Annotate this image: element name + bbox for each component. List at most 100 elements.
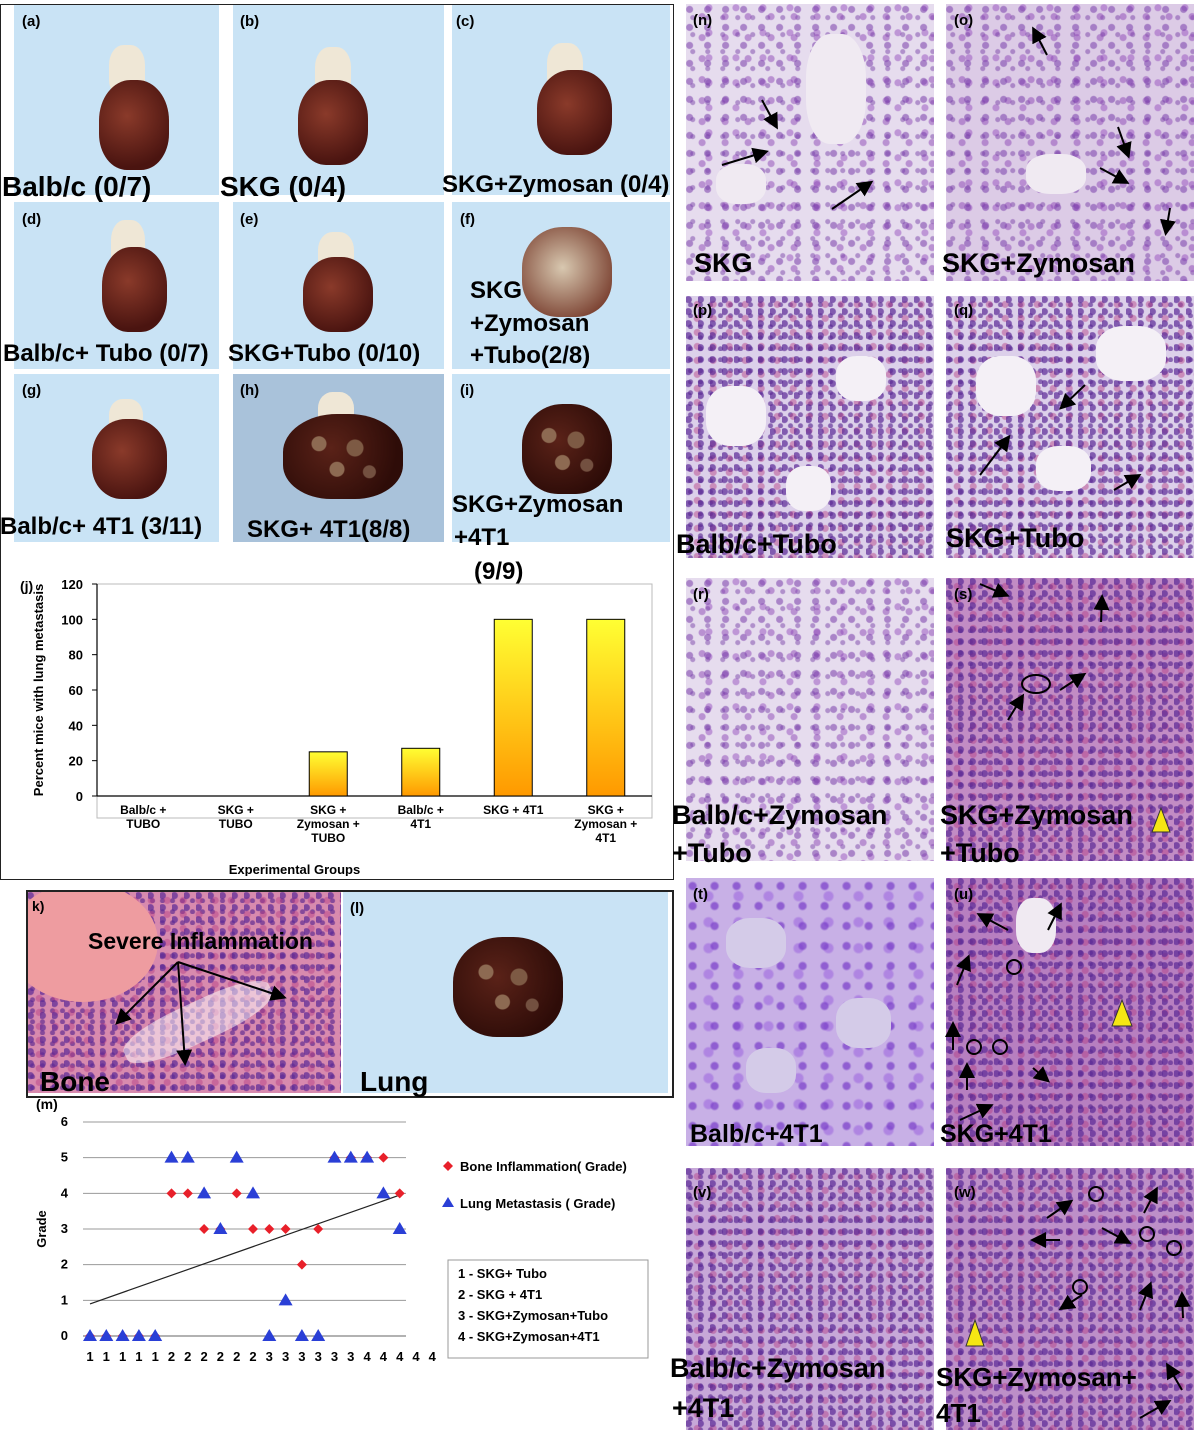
label-v-1: Balb/c+Zymosan [670, 1353, 886, 1383]
grade-y-title: Grade [34, 1210, 49, 1248]
lung-metastasis-point [99, 1329, 114, 1341]
tag-s: (s) [954, 586, 973, 603]
grade-x-tick: 4 [429, 1349, 437, 1364]
label-r-2: +Tubo [672, 838, 752, 868]
category-label: SKG + [588, 803, 624, 817]
tag-w: (w) [954, 1184, 976, 1201]
tag-l: (l) [350, 900, 365, 917]
arrow-u3 [956, 954, 971, 986]
lung-metastasis-point [311, 1329, 326, 1341]
photo-h [233, 374, 444, 542]
arrowhead-u [1111, 998, 1133, 1027]
label-i-2: +4T1 [454, 524, 510, 551]
legend-marker-triangle [442, 1197, 454, 1207]
label-w-2: 4T1 [936, 1398, 981, 1428]
tag-u: (u) [954, 886, 974, 903]
legend-marker-diamond [443, 1161, 453, 1171]
legend-label: Lung Metastasis ( Grade) [460, 1196, 615, 1211]
tag-e: (e) [240, 211, 259, 228]
gross-lung-panel [0, 4, 674, 880]
bar [493, 618, 533, 797]
tag-f: (f) [460, 211, 475, 228]
category-label: 4T1 [410, 817, 431, 831]
label-o: SKG+Zymosan [942, 248, 1135, 278]
circle-w2 [1139, 1226, 1155, 1242]
y-tick-label: 0 [76, 789, 83, 804]
grade-y-tick: 0 [61, 1328, 68, 1343]
bar [586, 618, 626, 797]
lung-photo-l [343, 892, 668, 1093]
tag-m: (m) [36, 1096, 58, 1112]
label-f-3: +Tubo(2/8) [470, 342, 591, 369]
grade-x-tick: 4 [380, 1349, 388, 1364]
y-tick-label: 20 [69, 754, 83, 769]
label-g: Balb/c+ 4T1 (3/11) [0, 513, 203, 540]
label-d: Balb/c+ Tubo (0/7) [3, 340, 209, 367]
label-f-1: SKG [470, 277, 523, 304]
tag-q: (q) [954, 302, 974, 319]
tag-a: (a) [22, 13, 41, 30]
arrow-s1 [979, 582, 1010, 598]
bone-inflammation-point [166, 1188, 177, 1199]
lung-metastasis-point [392, 1222, 407, 1234]
lung-metastasis-point [327, 1150, 342, 1163]
tag-h: (h) [240, 382, 260, 399]
label-i-1: SKG+Zymosan [452, 491, 624, 518]
lung-metastasis-point [131, 1329, 146, 1341]
grade-x-tick: 1 [152, 1349, 159, 1364]
lung-metastasis-point [294, 1329, 309, 1341]
inflammation-arrows [115, 961, 287, 1066]
grade-x-tick: 4 [412, 1349, 420, 1364]
label-c: SKG+Zymosan (0/4) [442, 171, 670, 198]
arrow-n3 [831, 180, 874, 210]
arrow-u2 [1047, 902, 1062, 931]
grade-y-tick: 2 [61, 1257, 68, 1272]
label-t: Balb/c+4T1 [690, 1120, 823, 1148]
category-label: TUBO [219, 817, 253, 831]
grade-y-tick: 6 [61, 1114, 68, 1129]
y-tick-label: 60 [69, 683, 83, 698]
category-label: SKG + 4T1 [483, 803, 544, 817]
lung-metastasis-point [229, 1150, 244, 1163]
tag-j: (j) [20, 578, 34, 594]
grade-x-tick: 2 [233, 1349, 240, 1364]
label-a: Balb/c (0/7) [2, 171, 152, 202]
grade-y-tick: 5 [61, 1150, 68, 1165]
arrow-w8 [1165, 1362, 1183, 1391]
bone-inflammation-point [264, 1224, 275, 1234]
arrow-s3 [1059, 672, 1087, 691]
histology-r [686, 578, 934, 861]
lung-metastasis-point [213, 1222, 228, 1234]
arrow-u1 [976, 913, 1009, 931]
key-box-entry: 1 - SKG+ Tubo [458, 1266, 547, 1281]
photo-f [452, 202, 670, 369]
key-box-entry: 4 - SKG+Zymosan+4T1 [458, 1329, 600, 1344]
arrow-o2 [1116, 126, 1132, 159]
category-label: 4T1 [595, 831, 616, 845]
photo-c [452, 5, 670, 195]
bone-inflammation-point [231, 1188, 242, 1199]
grade-x-tick: 1 [86, 1349, 93, 1364]
histology-t [686, 878, 934, 1146]
grade-x-tick: 3 [298, 1349, 305, 1364]
grade-x-tick: 2 [217, 1349, 224, 1364]
arrow-s2 [1093, 594, 1110, 623]
arrow-w4 [1101, 1227, 1132, 1244]
bone-inflammation-point [313, 1224, 324, 1234]
tag-n: (n) [693, 12, 713, 29]
circle-u2 [966, 1039, 982, 1055]
category-label: TUBO [311, 831, 345, 845]
circle-w4 [1072, 1279, 1088, 1295]
bar [308, 751, 348, 797]
arrow-s4 [1007, 693, 1025, 721]
arrowhead-w [965, 1318, 985, 1347]
grade-x-tick: 3 [347, 1349, 354, 1364]
arrow-u6 [1032, 1066, 1051, 1083]
lung-metastasis-point [246, 1186, 260, 1199]
tag-r: (r) [693, 586, 709, 603]
circle-w3 [1166, 1240, 1182, 1256]
tag-c: (c) [456, 13, 475, 30]
grade-y-tick: 3 [61, 1221, 68, 1236]
